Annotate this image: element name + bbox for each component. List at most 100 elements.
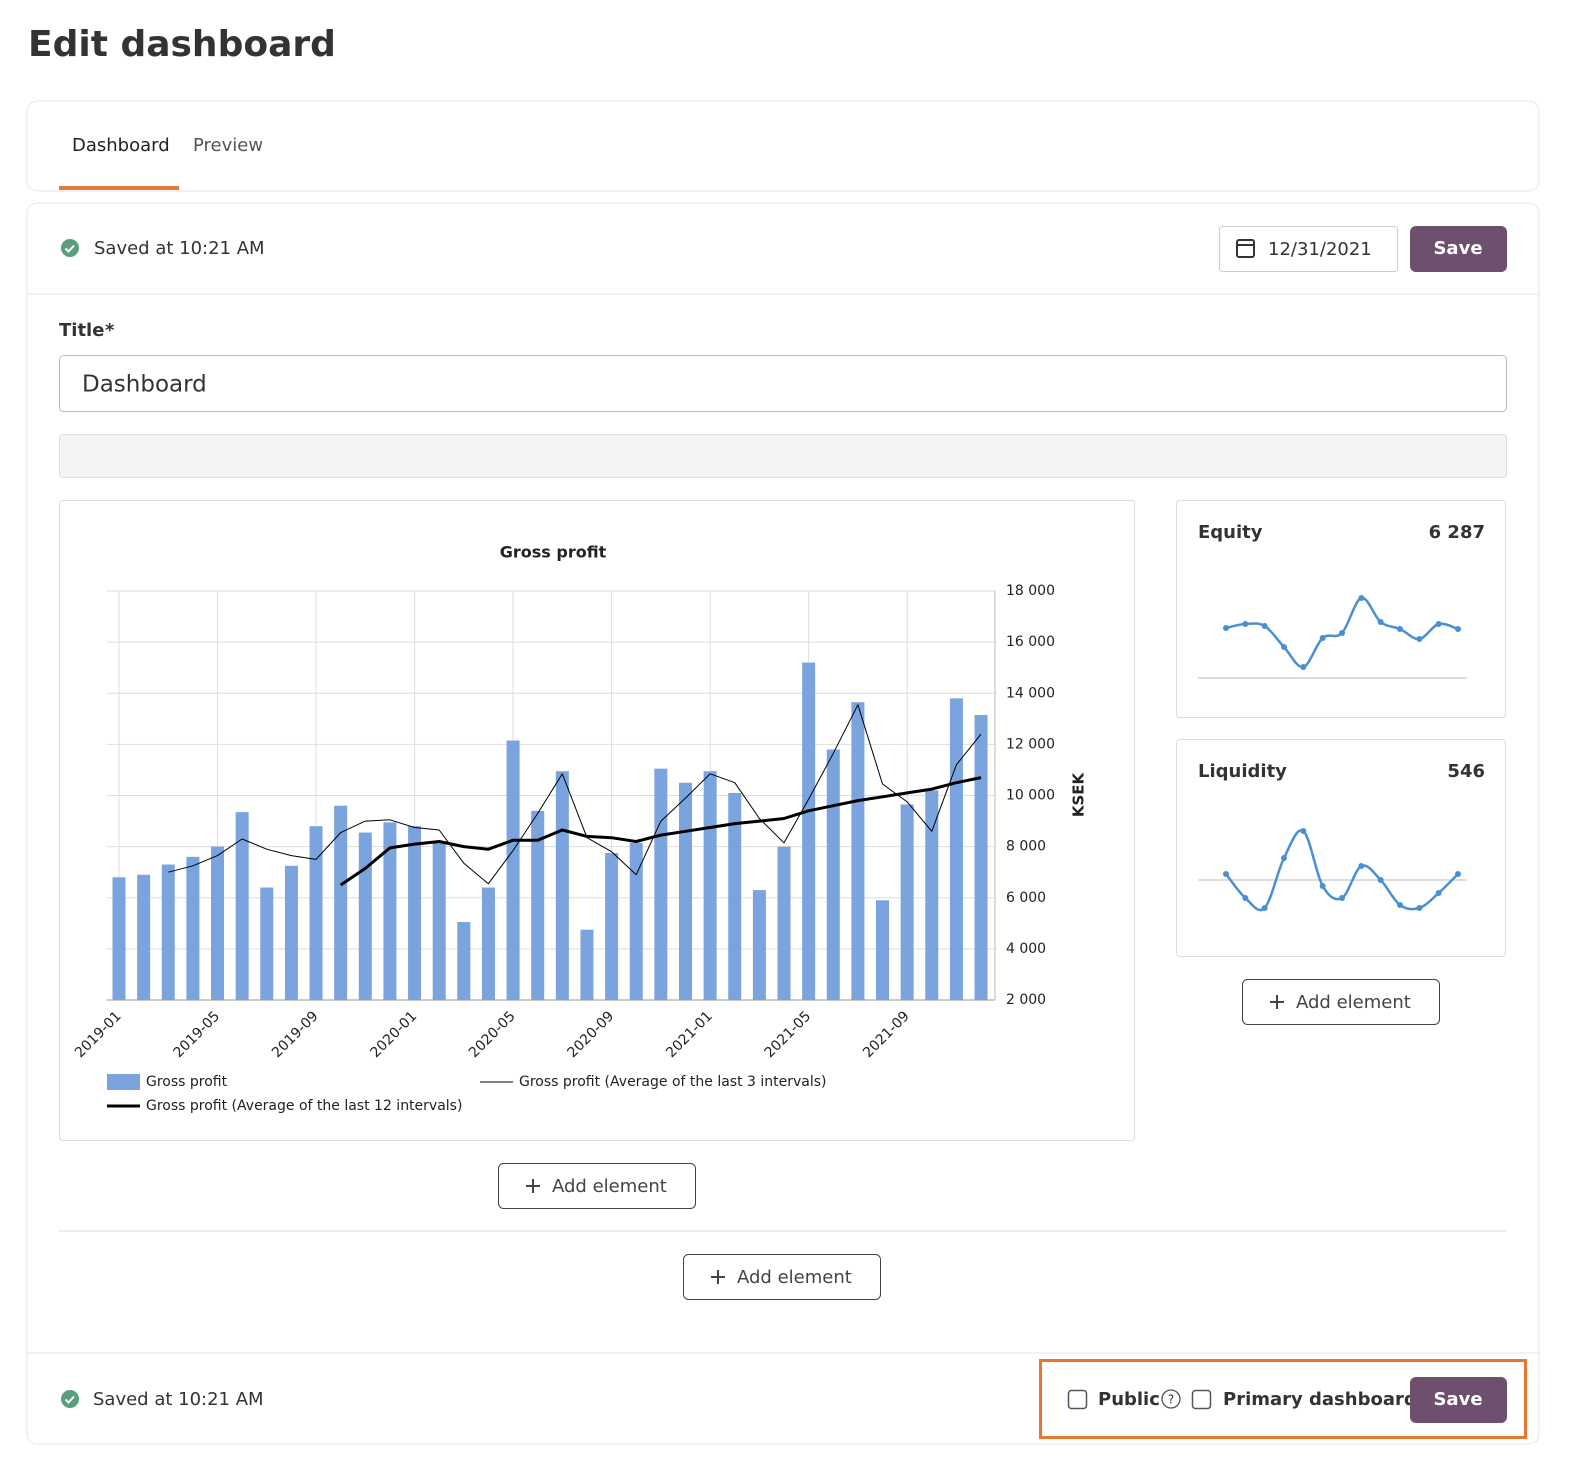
y-tick-label: 2 000 <box>1006 992 1046 1008</box>
sparkline-dot <box>1416 636 1423 642</box>
bar <box>235 812 249 1000</box>
bar <box>383 822 397 1000</box>
bar <box>678 782 692 1000</box>
save-button[interactable] <box>1410 226 1507 272</box>
required-mark: * <box>105 320 115 341</box>
chart-panel <box>59 500 1135 1141</box>
bar <box>334 805 348 1000</box>
sparkline-dot <box>1416 905 1423 911</box>
bar <box>457 922 471 1000</box>
status-text: Saved at 10:21 AM <box>94 238 265 259</box>
plus-icon <box>1270 995 1284 1009</box>
tab-underline <box>59 186 179 190</box>
bar <box>555 771 569 1000</box>
sparkline-dot <box>1319 883 1326 889</box>
bar <box>358 832 372 1000</box>
sparkline-dot <box>1455 871 1461 877</box>
status-text: Saved at 10:21 AM <box>93 1389 264 1410</box>
widget-card <box>1176 500 1506 718</box>
y-tick-label: 4 000 <box>1006 941 1046 957</box>
bar <box>826 749 840 1000</box>
status-check <box>64 1395 75 1404</box>
line-series <box>168 704 982 885</box>
bar <box>949 698 963 1000</box>
save-label: Save <box>1433 1389 1482 1410</box>
help-icon-glyph: ? <box>1168 1393 1174 1407</box>
add-element-button[interactable] <box>1242 979 1440 1025</box>
title-input-value: Dashboard <box>82 372 207 398</box>
sparkline-dot <box>1435 890 1442 896</box>
sparkline-dot <box>1261 905 1268 911</box>
save-label: Save <box>1433 238 1482 259</box>
bar <box>925 790 939 1000</box>
sparkline-dot <box>1242 621 1249 627</box>
widget-value: 546 <box>1447 761 1485 782</box>
bar <box>703 771 717 1000</box>
y-tick-label: 14 000 <box>1006 685 1055 701</box>
y-axis-label: KSEK <box>1070 771 1088 817</box>
plus-icon <box>526 1179 540 1193</box>
chart-title: Gross profit <box>500 543 607 562</box>
sparkline-dot <box>1300 828 1307 834</box>
y-tick-label: 6 000 <box>1006 890 1046 906</box>
legend-label: Gross profit (Average of the last 3 inte… <box>519 1074 827 1090</box>
date-text: 12/31/2021 <box>1268 239 1372 260</box>
add-element-button[interactable] <box>498 1163 696 1209</box>
bar <box>481 887 495 1000</box>
widget-value: 6 287 <box>1429 522 1485 543</box>
save-button[interactable] <box>1410 1377 1507 1423</box>
sparkline-dot <box>1377 877 1384 883</box>
sparkline-dot <box>1281 855 1287 861</box>
public-checkbox[interactable] <box>1067 1389 1088 1410</box>
tab-label[interactable]: Preview <box>193 135 263 156</box>
legend-swatch <box>107 1074 140 1090</box>
y-tick-label: 8 000 <box>1006 839 1046 855</box>
sparkline-dot <box>1339 630 1345 636</box>
widget-title: Equity <box>1198 522 1263 543</box>
bar <box>802 662 816 1000</box>
y-tick-label: 18 000 <box>1006 583 1055 599</box>
add-element-label: Add element <box>1296 992 1411 1013</box>
field-label: Title <box>59 320 104 341</box>
bar <box>408 826 422 1000</box>
page-title: Edit dashboard <box>28 24 336 65</box>
bar <box>211 846 225 1000</box>
title-input[interactable] <box>59 355 1507 412</box>
bar <box>432 841 446 1000</box>
bar <box>629 842 643 1000</box>
line-series <box>339 776 982 887</box>
y-tick-label: 10 000 <box>1006 788 1055 804</box>
sparkline-dot <box>1339 895 1345 901</box>
help-icon[interactable] <box>1161 1389 1181 1409</box>
tabs-card <box>26 100 1540 192</box>
bar <box>900 804 914 1000</box>
bar <box>605 853 619 1000</box>
add-element-label: Add element <box>737 1267 852 1288</box>
sparkline-dot <box>1377 619 1384 625</box>
sparkline-dot <box>1261 623 1268 629</box>
sparkline-dot <box>1435 621 1442 627</box>
plus-icon <box>711 1270 725 1284</box>
add-element-button[interactable] <box>683 1254 881 1300</box>
primary-checkbox[interactable] <box>1191 1389 1212 1410</box>
primary-label: Primary dashboard <box>1223 1389 1417 1410</box>
bar <box>284 865 298 1000</box>
bar <box>851 702 865 1000</box>
sparkline-dot <box>1223 871 1229 877</box>
legend-label: Gross profit (Average of the last 12 int… <box>146 1098 462 1114</box>
bar <box>728 792 742 1000</box>
bar <box>974 714 988 1000</box>
sparkline-dot <box>1223 625 1229 631</box>
date-input[interactable] <box>1219 226 1398 272</box>
tab-label[interactable]: Dashboard <box>72 135 170 156</box>
bar <box>654 768 668 1000</box>
bar <box>777 846 791 1000</box>
bar <box>506 740 520 1000</box>
status-icon <box>61 239 79 257</box>
description-bar[interactable] <box>59 434 1507 478</box>
bar <box>137 874 151 1000</box>
highlight-box <box>1039 1359 1527 1439</box>
public-label: Public <box>1098 1389 1160 1410</box>
status-icon <box>61 1390 79 1408</box>
